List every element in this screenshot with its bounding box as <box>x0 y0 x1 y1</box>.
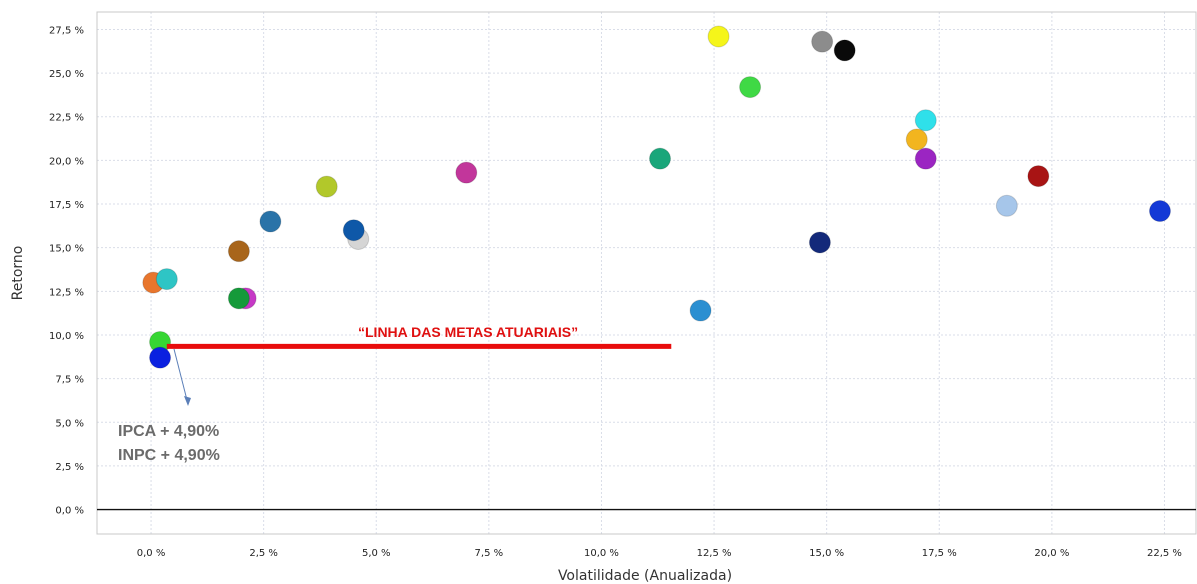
data-point <box>739 76 762 99</box>
y-tick-label: 5,0 % <box>55 418 84 429</box>
data-point <box>149 346 172 369</box>
benchmark-label-inpc: INPC + 4,90% <box>118 447 220 464</box>
data-point <box>811 30 834 53</box>
annotation-arrow <box>173 348 189 405</box>
annotation-arrow-head <box>184 396 191 406</box>
x-tick-label: 15,0 % <box>809 548 844 559</box>
y-tick-label: 27,5 % <box>49 25 84 36</box>
y-tick-label: 10,0 % <box>49 331 84 342</box>
data-point <box>649 147 672 170</box>
data-point <box>227 240 250 263</box>
data-point <box>1027 165 1050 188</box>
grid-lines <box>97 12 1196 534</box>
y-tick-label: 20,0 % <box>49 156 84 167</box>
x-tick-label: 5,0 % <box>362 548 391 559</box>
x-tick-label: 20,0 % <box>1034 548 1069 559</box>
data-point <box>1148 200 1171 223</box>
y-tick-labels: 0,0 % 2,5 % 5,0 % 7,5 % 10,0 % 12,5 % 15,0 % 17… <box>49 25 84 516</box>
x-tick-label: 12,5 % <box>697 548 732 559</box>
y-tick-label: 12,5 % <box>49 287 84 298</box>
x-tick-label: 22,5 % <box>1147 548 1182 559</box>
data-point <box>315 175 338 198</box>
plot-frame <box>96 11 1197 535</box>
x-axis-title: Volatilidade (Anualizada) <box>558 568 732 584</box>
y-axis-title: Retorno <box>10 246 26 301</box>
x-tick-label: 10,0 % <box>584 548 619 559</box>
data-point <box>342 219 365 242</box>
data-point <box>259 210 282 233</box>
y-tick-label: 17,5 % <box>49 200 84 211</box>
x-tick-labels: 0,0 % 2,5 % 5,0 % 7,5 % 10,0 % 12,5 % 15,0 % 17… <box>137 548 1182 559</box>
x-tick-label: 17,5 % <box>922 548 957 559</box>
data-point <box>833 39 856 62</box>
data-point <box>905 128 928 151</box>
y-tick-label: 15,0 % <box>49 244 84 255</box>
data-point <box>707 25 730 48</box>
data-point <box>689 299 712 322</box>
y-tick-label: 2,5 % <box>55 462 84 473</box>
y-tick-label: 25,0 % <box>49 69 84 80</box>
data-point <box>155 268 178 291</box>
data-point <box>914 147 937 170</box>
data-point <box>808 231 831 254</box>
y-tick-label: 22,5 % <box>49 113 84 124</box>
data-point <box>455 161 478 184</box>
goal-line-label: “LINHA DAS METAS ATUARIAIS” <box>358 324 578 340</box>
data-points <box>142 25 1171 369</box>
data-point <box>995 194 1018 217</box>
x-tick-label: 2,5 % <box>249 548 278 559</box>
benchmark-label-ipca: IPCA + 4,90% <box>118 423 219 440</box>
data-point <box>914 109 937 132</box>
y-tick-label: 7,5 % <box>55 375 84 386</box>
data-point <box>227 287 250 310</box>
y-tick-label: 0,0 % <box>55 506 84 517</box>
x-tick-label: 0,0 % <box>137 548 166 559</box>
x-tick-label: 7,5 % <box>475 548 504 559</box>
